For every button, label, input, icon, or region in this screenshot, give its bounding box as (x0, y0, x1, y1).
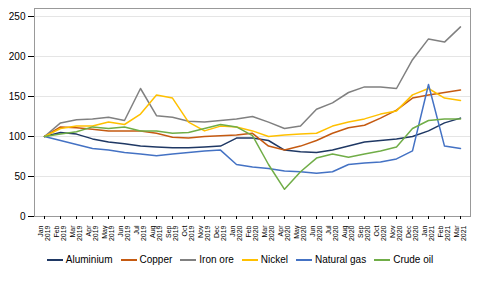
html-text:Copper: Copper (139, 254, 173, 265)
svg-text:Mar2019: Mar2019 (69, 225, 83, 241)
svg-text:May2019: May2019 (101, 225, 115, 241)
html-text:Aluminium: Aluminium (65, 254, 113, 265)
svg-text:Feb2020: Feb2020 (245, 225, 259, 241)
html-text:Natural gas: Natural gas (315, 254, 367, 265)
svg-text:Jun2020: Jun2020 (309, 225, 323, 241)
svg-text:Jul2019: Jul2019 (133, 225, 147, 241)
svg-text:200: 200 (9, 51, 26, 62)
html-text:Crude oil: Crude oil (393, 254, 434, 265)
svg-text:150: 150 (9, 91, 26, 102)
svg-text:Oct2019: Oct2019 (181, 225, 195, 241)
svg-text:Jul2020: Jul2020 (325, 225, 339, 241)
svg-text:Aug2020: Aug2020 (341, 225, 355, 241)
svg-text:Apr2020: Apr2020 (277, 225, 291, 241)
svg-text:Jan2019: Jan2019 (37, 225, 51, 241)
svg-text:50: 50 (14, 171, 26, 182)
svg-text:0: 0 (20, 211, 26, 222)
svg-text:Nov2019: Nov2019 (197, 225, 211, 241)
svg-text:Dec2019: Dec2019 (213, 225, 227, 241)
svg-text:Jan2020: Jan2020 (229, 225, 243, 241)
svg-text:May2020: May2020 (293, 225, 307, 241)
svg-text:Dec2020: Dec2020 (405, 225, 419, 241)
html-text:Nickel: Nickel (260, 254, 288, 265)
svg-text:Aug2019: Aug2019 (149, 225, 163, 241)
svg-text:250: 250 (9, 11, 26, 22)
svg-text:Sep2019: Sep2019 (165, 225, 179, 241)
svg-text:Jan2021: Jan2021 (421, 225, 435, 241)
svg-text:Mar2021: Mar2021 (453, 225, 467, 241)
svg-text:100: 100 (9, 131, 26, 142)
html-text:Iron ore: Iron ore (199, 254, 234, 265)
svg-text:Apr2019: Apr2019 (85, 225, 99, 241)
svg-text:Feb2019: Feb2019 (53, 225, 67, 241)
svg-text:Nov2020: Nov2020 (389, 225, 403, 241)
svg-text:Feb2021: Feb2021 (437, 225, 451, 241)
svg-text:Mar2020: Mar2020 (261, 225, 275, 241)
svg-text:Jun2019: Jun2019 (117, 225, 131, 241)
svg-text:Sep2020: Sep2020 (357, 225, 371, 241)
svg-text:Oct2020: Oct2020 (373, 225, 387, 241)
